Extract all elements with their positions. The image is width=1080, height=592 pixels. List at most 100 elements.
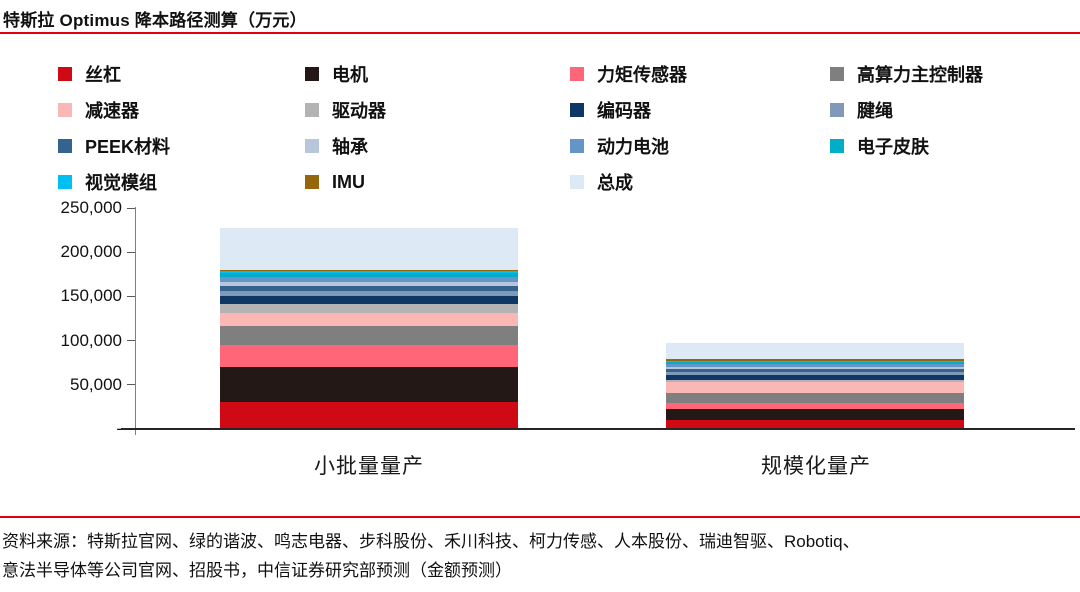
legend-label: 电子皮肤 xyxy=(857,137,929,157)
legend-item: 驱动器 xyxy=(305,97,570,123)
y-tick-label: - xyxy=(116,419,122,438)
bar-segment xyxy=(666,343,964,360)
x-category-label-2: 规模化量产 xyxy=(761,455,871,478)
legend-label: 视觉模组 xyxy=(85,173,157,193)
bar-segment xyxy=(220,345,518,368)
bar-segment xyxy=(220,304,518,314)
legend-swatch-icon xyxy=(58,67,72,81)
y-tick-mark xyxy=(127,295,135,297)
legend-swatch-icon xyxy=(305,103,319,117)
legend-swatch-icon xyxy=(58,175,72,189)
legend-label: IMU xyxy=(332,171,365,192)
bar-segment xyxy=(666,393,964,403)
legend-item: 电机 xyxy=(305,61,570,87)
legend-swatch-icon xyxy=(305,67,319,81)
legend-swatch-icon xyxy=(570,175,584,189)
legend-item: 高算力主控制器 xyxy=(830,61,1050,87)
y-tick-mark xyxy=(127,384,135,386)
bar-segment xyxy=(666,402,964,409)
legend-swatch-icon xyxy=(305,175,319,189)
bar-segment xyxy=(220,227,518,270)
y-tick-mark xyxy=(127,340,135,342)
bar-segment xyxy=(220,402,518,429)
bar-segment xyxy=(666,371,964,376)
bar-segment xyxy=(220,291,518,297)
y-tick-mark xyxy=(127,207,135,209)
footer-divider xyxy=(0,516,1080,518)
bar-segment xyxy=(666,379,964,382)
legend-item: 力矩传感器 xyxy=(570,61,830,87)
legend-swatch-icon xyxy=(830,103,844,117)
plot-area: 250,000 200,000 150,000 100,000 50,000 - xyxy=(61,198,1075,438)
bar-segment xyxy=(666,359,964,361)
legend-label: 驱动器 xyxy=(332,101,386,121)
bar-segment xyxy=(666,362,964,365)
x-axis-line xyxy=(121,428,1075,430)
legend-swatch-icon xyxy=(570,67,584,81)
legend-item: 视觉模组 xyxy=(58,169,305,195)
stacked-bar xyxy=(220,227,518,429)
y-tick-label: 50,000 xyxy=(70,374,122,394)
legend-swatch-icon xyxy=(830,139,844,153)
legend-label: 减速器 xyxy=(85,101,139,121)
y-tick-label: 200,000 xyxy=(60,242,122,262)
legend-swatch-icon xyxy=(570,139,584,153)
y-axis-line xyxy=(135,207,136,435)
bar-segment xyxy=(220,270,518,274)
bar-segment xyxy=(666,368,964,372)
legend-label: 力矩传感器 xyxy=(597,65,687,85)
legend-item: 总成 xyxy=(570,169,830,195)
legend-item: 轴承 xyxy=(305,133,570,159)
bar-segment xyxy=(666,420,964,429)
legend-swatch-icon xyxy=(58,139,72,153)
bar-segment xyxy=(220,367,518,403)
bar-segment xyxy=(666,366,964,369)
legend-label: 动力电池 xyxy=(597,137,669,157)
legend-label: PEEK材料 xyxy=(85,137,171,157)
bar-segment xyxy=(666,408,964,421)
y-tick-mark xyxy=(127,251,135,253)
bar-segment xyxy=(220,313,518,327)
legend-item: PEEK材料 xyxy=(58,133,305,159)
bar-segment xyxy=(666,381,964,394)
legend-swatch-icon xyxy=(305,139,319,153)
bar-segment xyxy=(220,286,518,292)
legend-item: 减速器 xyxy=(58,97,305,123)
bar-segment xyxy=(666,364,964,367)
y-tick-label: 100,000 xyxy=(60,330,122,350)
x-category-label-1: 小批量量产 xyxy=(314,455,424,478)
legend-label: 轴承 xyxy=(332,137,368,157)
source-note-line1: 资料来源：特斯拉官网、绿的谐波、鸣志电器、步科股份、禾川科技、柯力传感、人本股份… xyxy=(2,532,860,551)
chart-title: 特斯拉 Optimus 降本路径测算（万元） xyxy=(3,11,307,30)
legend-swatch-icon xyxy=(570,103,584,117)
legend-swatch-icon xyxy=(58,103,72,117)
legend-label: 高算力主控制器 xyxy=(857,65,983,85)
legend-item: 动力电池 xyxy=(570,133,830,159)
bar-segment xyxy=(666,360,964,363)
legend-label: 总成 xyxy=(597,173,633,193)
legend-label: 电机 xyxy=(332,65,368,85)
legend-swatch-icon xyxy=(830,67,844,81)
bar-segment xyxy=(220,277,518,283)
bar-segment xyxy=(220,269,518,271)
stacked-bar xyxy=(666,343,964,429)
legend-item: IMU xyxy=(305,172,570,193)
legend-label: 丝杠 xyxy=(85,65,121,85)
legend-label: 编码器 xyxy=(597,101,651,121)
bar-segment xyxy=(220,296,518,305)
chart-legend: 丝杠 电机 力矩传感器 高算力主控制器减速器 驱动器 编码器 腱绳 PEEK材料 轴承 动力电池 电… xyxy=(58,56,1068,200)
y-tick-label: 150,000 xyxy=(60,286,122,306)
y-tick-label: 250,000 xyxy=(60,198,122,217)
legend-item: 腱绳 xyxy=(830,97,1050,123)
source-note-line2: 意法半导体等公司官网、招股书，中信证券研究部预测（金额预测） xyxy=(2,561,512,580)
legend-item: 丝杠 xyxy=(58,61,305,87)
bar-segment xyxy=(220,326,518,346)
bar-segment xyxy=(220,282,518,287)
legend-label: 腱绳 xyxy=(857,101,893,121)
legend-item: 编码器 xyxy=(570,97,830,123)
bar-segment xyxy=(666,375,964,380)
title-divider xyxy=(0,32,1080,34)
legend-item: 电子皮肤 xyxy=(830,133,1050,159)
